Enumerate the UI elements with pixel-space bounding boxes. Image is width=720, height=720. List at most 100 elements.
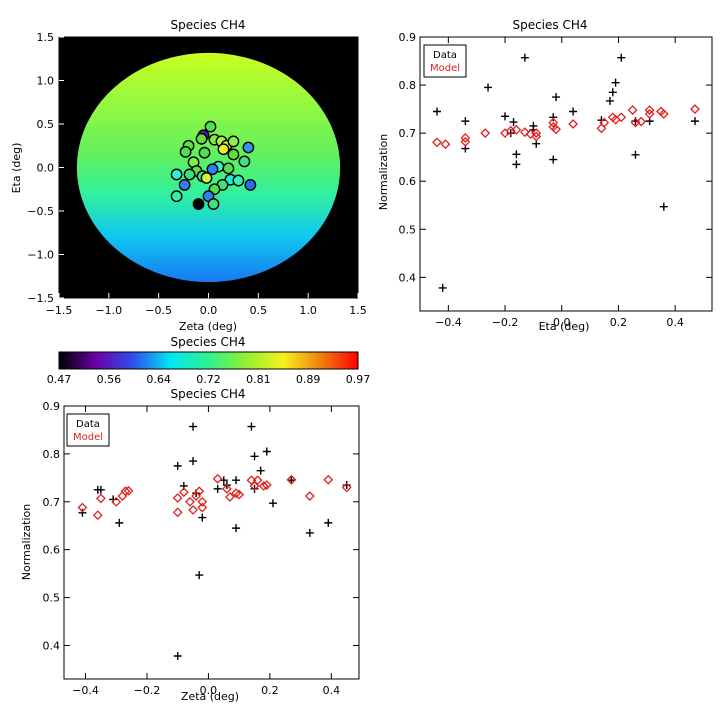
eta-x-tick-label: −0.2 — [492, 316, 519, 329]
zeta-legend-box — [66, 413, 110, 447]
colorbar-ticks: 0.47 0.56 0.64 0.72 0.81 0.89 0.97 — [47, 373, 371, 386]
map-point-12 — [227, 148, 240, 161]
zeta-model-diamond-11 — [188, 505, 198, 515]
eta-legend-data: Data — [433, 50, 457, 61]
eta-model-diamond-23 — [636, 116, 647, 127]
map-y-tick-label: −0.5 — [27, 205, 54, 218]
eta-scatter-chart: Species CH4 −0.4 −0.2 0.0 0.2 0.4 0.4 0.5 0.6 0.… — [377, 18, 713, 333]
map-title: Species CH4 — [170, 18, 245, 32]
zeta-data-plus-8 — [189, 422, 198, 431]
map-point-13 — [238, 155, 251, 168]
eta-model-diamond-0 — [432, 137, 442, 148]
eta-model-diamond-17 — [599, 117, 610, 128]
eta-x-tick-label: 0.4 — [666, 316, 684, 329]
zeta-model-diamond-25 — [261, 480, 272, 490]
zeta-model-diamond-9 — [178, 487, 189, 498]
map-point-19 — [170, 168, 183, 181]
map-x-tick-label: 0.5 — [250, 304, 268, 317]
eta-model-diamond-1 — [440, 139, 451, 150]
map-point-22 — [200, 172, 213, 184]
zeta-data-plus-4 — [115, 518, 124, 527]
eta-model-diamond-4 — [480, 128, 491, 139]
eta-model-diamond-15 — [568, 119, 579, 129]
map-point-10 — [179, 145, 192, 158]
zeta-data-plus-2 — [96, 485, 105, 494]
zeta-model-diamond-29 — [341, 482, 352, 493]
zeta-data-plus-12 — [198, 513, 207, 522]
eta-model-diamond-28 — [690, 104, 700, 115]
zeta-y-tick-label: 0.7 — [43, 496, 61, 509]
zeta-data-plus-17 — [232, 476, 241, 485]
eta-model-diamond-21 — [627, 105, 638, 115]
zeta-model-diamond-20 — [234, 489, 245, 500]
eta-data-plus-5 — [501, 112, 510, 121]
zeta-y-label: Normalization — [20, 504, 33, 580]
eta-data-plus-16 — [552, 93, 561, 102]
eta-data-plus-19 — [605, 96, 614, 105]
eta-y-tick-label: 0.4 — [399, 271, 417, 284]
map-y-tick-label: 1.0 — [37, 75, 55, 88]
eta-data-plus-6 — [506, 129, 515, 138]
zeta-model-diamond-10 — [185, 496, 195, 507]
zeta-model-diamond-15 — [197, 502, 208, 513]
map-point-7 — [242, 141, 255, 154]
eta-y-tick-label: 0.7 — [399, 127, 417, 140]
map-point-2 — [195, 132, 208, 145]
eta-model-diamond-3 — [460, 133, 471, 143]
eta-data-plus-20 — [608, 88, 617, 97]
map-y-tick-label: 0.0 — [37, 162, 55, 175]
map-point-27 — [178, 178, 191, 191]
map-point-6 — [227, 135, 240, 148]
zeta-x-label: Zeta (deg) — [181, 690, 239, 703]
eta-axis-ticks: −0.4 −0.2 0.0 0.2 0.4 0.4 0.5 0.6 0.7 0.8 0.9 — [399, 31, 712, 329]
eta-x-tick-label: 0.2 — [610, 316, 628, 329]
eta-model-diamond-12 — [548, 117, 559, 128]
eta-x-label: Eta (deg) — [539, 320, 590, 333]
map-y-tick-label: −1.5 — [27, 292, 54, 305]
zeta-model-diamond-6 — [123, 485, 134, 496]
eta-data-plus-22 — [617, 53, 626, 62]
colorbar-tick-label: 0.89 — [296, 373, 321, 386]
map-chart: Species CH4 −1.5 −1.0 −0.5 0.0 0.5 1.0 1.5 −1.… — [10, 18, 367, 333]
zeta-model-diamond-7 — [172, 493, 183, 503]
zeta-legend-data: Data — [76, 419, 100, 430]
zeta-data-plus-16 — [232, 524, 241, 533]
map-y-tick-label: 0.5 — [37, 118, 55, 131]
map-point-11 — [198, 146, 211, 159]
zeta-model-diamond-13 — [194, 486, 205, 497]
zeta-y-tick-label: 0.9 — [43, 400, 61, 413]
map-point-24 — [232, 174, 245, 187]
map-x-tick-label: −1.0 — [95, 304, 122, 317]
zeta-plot-frame — [63, 405, 360, 680]
zeta-scatter-chart: Species CH4 −0.4 −0.2 0.0 0.2 0.4 0.4 0.5 0.6 0.… — [20, 387, 360, 703]
eta-model-diamond-24 — [644, 108, 655, 119]
eta-data-plus-26 — [659, 202, 668, 211]
map-y-tick-label: −1.0 — [27, 249, 54, 262]
zeta-model-diamond-14 — [197, 496, 208, 507]
colorbar: Species CH4 0.47 0.56 0.64 0.72 0.81 0.89 0.97 — [47, 335, 371, 386]
zeta-data-plus-27 — [342, 481, 351, 490]
map-point-31 — [207, 198, 220, 210]
eta-y-tick-label: 0.6 — [399, 175, 417, 188]
eta-model-diamond-7 — [511, 124, 522, 135]
eta-chart-title: Species CH4 — [512, 18, 587, 32]
map-x-ticks: −1.5 −1.0 −0.5 0.0 0.5 1.0 1.5 — [46, 293, 367, 317]
zeta-x-tick-label: −0.4 — [72, 684, 99, 697]
zeta-model-diamond-23 — [252, 475, 263, 486]
eta-model-diamond-14 — [551, 124, 561, 135]
eta-data-plus-17 — [569, 107, 578, 116]
eta-legend-model: Model — [430, 63, 460, 74]
zeta-model-diamond-28 — [323, 474, 334, 485]
zeta-x-tick-label: 0.2 — [261, 684, 279, 697]
map-point-32 — [192, 198, 205, 210]
zeta-model-diamond-16 — [212, 473, 223, 484]
zeta-y-tick-label: 0.5 — [43, 592, 61, 605]
zeta-model-diamond-2 — [95, 493, 106, 504]
eta-model-diamond-11 — [531, 128, 542, 139]
zeta-data-plus-21 — [256, 466, 265, 475]
eta-data-plus-27 — [690, 117, 699, 126]
eta-model-diamond-16 — [596, 123, 607, 134]
zeta-y-tick-label: 0.6 — [43, 544, 61, 557]
map-x-tick-label: 0.0 — [200, 304, 218, 317]
